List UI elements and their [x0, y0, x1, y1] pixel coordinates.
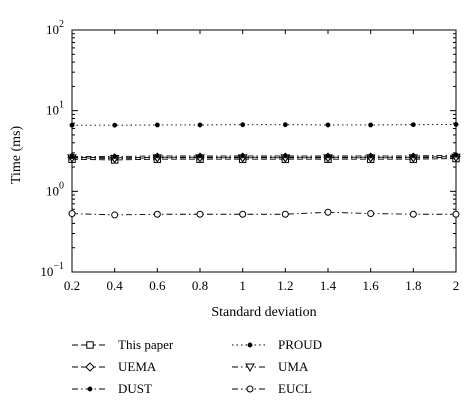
- legend-item: PROUD: [232, 337, 322, 352]
- legend-label: UMA: [278, 359, 309, 374]
- x-tick-label: 0.8: [192, 278, 208, 293]
- series-proud: [69, 121, 459, 128]
- series-dust: [69, 152, 459, 159]
- data-point: [154, 122, 160, 128]
- data-point: [281, 210, 289, 218]
- series-uma: [67, 153, 461, 164]
- data-point: [409, 210, 417, 218]
- legend-marker: [247, 342, 253, 348]
- data-point: [282, 153, 288, 159]
- series-line: [71, 158, 457, 161]
- legend-label: PROUD: [278, 337, 322, 352]
- x-tick-label: 0.2: [64, 278, 80, 293]
- y-tick-label: 10−1: [40, 261, 64, 279]
- data-point: [69, 122, 75, 128]
- data-point: [196, 210, 204, 218]
- legend-label: UEMA: [118, 359, 157, 374]
- x-tick-label: 1.2: [277, 278, 293, 293]
- data-point: [111, 211, 119, 219]
- legend-label: EUCL: [278, 381, 312, 396]
- x-tick-label: 0.6: [149, 278, 166, 293]
- data-point: [325, 153, 331, 159]
- data-point: [154, 153, 160, 159]
- data-point: [240, 153, 246, 159]
- data-point: [453, 152, 459, 158]
- legend: This paper PROUD UEMA UMA DUST EUCL: [72, 337, 322, 396]
- data-point: [197, 122, 203, 128]
- data-point: [240, 122, 246, 128]
- series-line: [72, 123, 457, 126]
- legend-marker: [85, 362, 95, 372]
- legend-item: DUST: [72, 381, 152, 396]
- data-point: [325, 122, 331, 128]
- x-tick-label: 2: [453, 278, 460, 293]
- x-tick-label: 1: [239, 278, 246, 293]
- y-tick-label: 102: [46, 19, 64, 37]
- plot-frame: [71, 29, 457, 273]
- legend-label: DUST: [118, 381, 152, 396]
- x-tick-label: 1.6: [363, 278, 380, 293]
- y-axis-title: Time (ms): [9, 126, 24, 185]
- legend-marker: [87, 386, 93, 392]
- data-point: [197, 153, 203, 159]
- data-point: [69, 154, 75, 159]
- legend-item: This paper: [72, 337, 174, 352]
- x-axis-title: Standard deviation: [211, 305, 316, 320]
- data-point: [112, 154, 118, 159]
- data-point: [324, 208, 332, 216]
- x-tick-label: 0.4: [107, 278, 124, 293]
- data-point: [112, 122, 118, 128]
- legend-item: EUCL: [232, 381, 312, 396]
- series-line: [71, 156, 457, 159]
- series-uema: [67, 151, 461, 163]
- series-line: [72, 154, 457, 157]
- y-tick-label: 100: [46, 180, 64, 198]
- x-tick-label: 1.8: [405, 278, 421, 293]
- legend-label: This paper: [118, 337, 174, 352]
- legend-item: UEMA: [72, 359, 157, 374]
- legend-marker: [245, 363, 255, 373]
- data-point: [368, 153, 374, 159]
- data-point: [453, 121, 459, 127]
- series-line: [71, 211, 456, 216]
- legend-marker: [86, 341, 94, 349]
- data-point: [368, 122, 374, 128]
- legend-item: UMA: [232, 359, 309, 374]
- data-point: [68, 210, 76, 218]
- data-point: [410, 153, 416, 159]
- x-tick-label: 1.4: [320, 278, 337, 293]
- series-line: [71, 156, 457, 159]
- data-point: [367, 210, 375, 218]
- y-tick-label: 101: [46, 100, 64, 118]
- data-point: [153, 210, 161, 218]
- data-point: [282, 122, 288, 128]
- data-point: [239, 210, 247, 218]
- data-point: [452, 210, 460, 218]
- series-eucl: [68, 208, 460, 219]
- data-point: [410, 122, 416, 128]
- legend-marker: [246, 385, 254, 393]
